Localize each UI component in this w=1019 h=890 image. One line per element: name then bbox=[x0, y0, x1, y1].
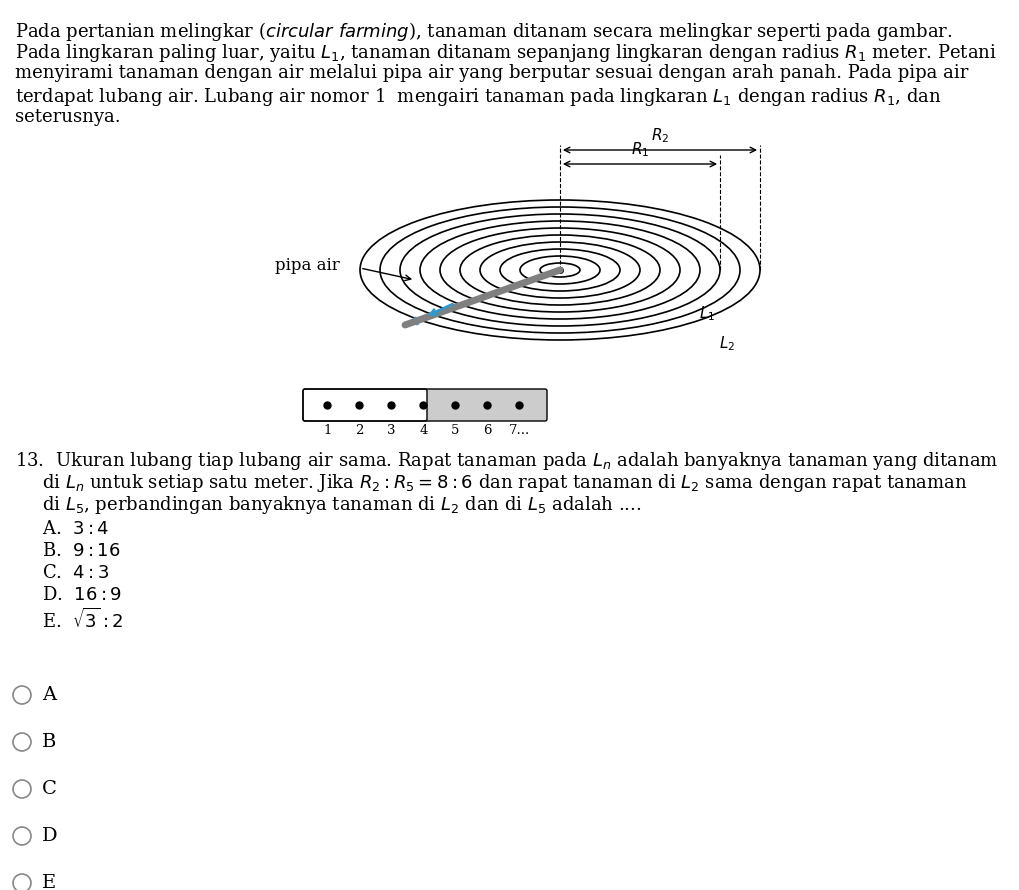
Text: A: A bbox=[42, 686, 56, 704]
Text: Pada pertanian melingkar ($\it{circular\ farming}$), tanaman ditanam secara meli: Pada pertanian melingkar ($\it{circular\… bbox=[15, 20, 952, 43]
Text: menyirami tanaman dengan air melalui pipa air yang berputar sesuai dengan arah p: menyirami tanaman dengan air melalui pip… bbox=[15, 64, 967, 82]
Text: C: C bbox=[42, 780, 57, 798]
Text: C.  $4:3$: C. $4:3$ bbox=[42, 564, 109, 582]
Text: seterusnya.: seterusnya. bbox=[15, 108, 120, 126]
Text: Pada lingkaran paling luar, yaitu $L_1$, tanaman ditanam sepanjang lingkaran den: Pada lingkaran paling luar, yaitu $L_1$,… bbox=[15, 42, 996, 64]
Text: $R_1$: $R_1$ bbox=[630, 141, 648, 159]
Text: 3: 3 bbox=[387, 424, 395, 437]
Text: di $L_5$, perbandingan banyaknya tanaman di $L_2$ dan di $L_5$ adalah ....: di $L_5$, perbandingan banyaknya tanaman… bbox=[42, 494, 641, 516]
Text: A.  $3:4$: A. $3:4$ bbox=[42, 520, 109, 538]
Text: 13.  Ukuran lubang tiap lubang air sama. Rapat tanaman pada $L_n$ adalah banyakn: 13. Ukuran lubang tiap lubang air sama. … bbox=[15, 450, 998, 472]
Text: pipa air: pipa air bbox=[275, 256, 339, 273]
Text: D: D bbox=[42, 827, 57, 845]
Text: 6: 6 bbox=[483, 424, 491, 437]
Text: terdapat lubang air. Lubang air nomor 1  mengairi tanaman pada lingkaran $L_1$ d: terdapat lubang air. Lubang air nomor 1 … bbox=[15, 86, 941, 108]
Text: $L_1$: $L_1$ bbox=[699, 304, 714, 323]
Text: $L_2$: $L_2$ bbox=[718, 335, 735, 353]
Text: 5: 5 bbox=[450, 424, 460, 437]
Text: 1: 1 bbox=[323, 424, 331, 437]
Text: E.  $\sqrt{3}:2$: E. $\sqrt{3}:2$ bbox=[42, 608, 123, 632]
Text: 2: 2 bbox=[355, 424, 363, 437]
Text: E: E bbox=[42, 874, 56, 890]
Text: B: B bbox=[42, 733, 56, 751]
FancyBboxPatch shape bbox=[303, 389, 427, 421]
Text: di $L_n$ untuk setiap satu meter. Jika $R_2 : R_5 = 8 : 6$ dan rapat tanaman di : di $L_n$ untuk setiap satu meter. Jika $… bbox=[42, 472, 967, 494]
Text: 4: 4 bbox=[419, 424, 427, 437]
FancyBboxPatch shape bbox=[423, 389, 546, 421]
Text: D.  $16:9$: D. $16:9$ bbox=[42, 586, 121, 604]
Text: B.  $9:16$: B. $9:16$ bbox=[42, 542, 120, 560]
Text: 7...: 7... bbox=[508, 424, 530, 437]
Text: $R_2$: $R_2$ bbox=[650, 126, 668, 145]
